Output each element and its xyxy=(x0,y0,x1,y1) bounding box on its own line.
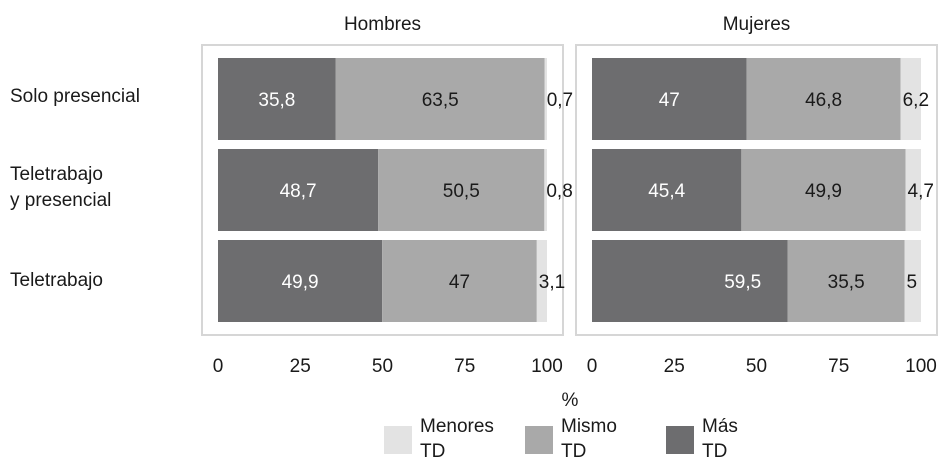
bar-segment xyxy=(218,58,336,140)
data-label: 48,7 xyxy=(280,181,317,202)
data-label: 0,7 xyxy=(547,90,573,111)
bar-segment xyxy=(382,240,537,322)
x-tick-label: 0 xyxy=(587,356,598,377)
bar-segment xyxy=(741,149,906,231)
legend-label: Mismo TD xyxy=(561,416,617,462)
legend-label: Más TD xyxy=(702,416,738,462)
data-label: 45,4 xyxy=(648,181,685,202)
legend-swatch xyxy=(384,426,412,454)
x-tick-label: 100 xyxy=(905,356,937,377)
panel-title: Hombres xyxy=(344,14,421,35)
data-label: 59,5 xyxy=(724,272,761,293)
data-label: 4,7 xyxy=(908,181,934,202)
legend-label: Menores TD xyxy=(420,416,494,462)
bar-segment xyxy=(904,240,921,322)
bar-segment xyxy=(544,58,547,140)
panel-title: Mujeres xyxy=(723,14,791,35)
bar-segment xyxy=(905,149,921,231)
x-tick-label: 50 xyxy=(372,356,393,377)
bar-segment xyxy=(592,149,742,231)
category-label: Solo presencial xyxy=(10,86,140,107)
data-label: 35,8 xyxy=(258,90,295,111)
x-tick-label: 25 xyxy=(290,356,311,377)
x-tick-label: 75 xyxy=(454,356,475,377)
x-axis-label: % xyxy=(562,390,579,411)
bar-segment xyxy=(218,149,379,231)
bar-segment xyxy=(544,149,547,231)
data-label: 5 xyxy=(907,272,918,293)
bar-segment xyxy=(746,58,901,140)
x-tick-label: 0 xyxy=(213,356,224,377)
x-tick-label: 50 xyxy=(746,356,767,377)
bar-segment xyxy=(335,58,545,140)
category-label: Teletrabajo xyxy=(10,270,103,291)
panel-frame xyxy=(201,44,564,336)
data-label: 35,5 xyxy=(828,272,865,293)
data-label: 49,9 xyxy=(282,272,319,293)
data-label: 63,5 xyxy=(422,90,459,111)
x-tick-label: 25 xyxy=(664,356,685,377)
data-label: 46,8 xyxy=(805,90,842,111)
data-label: 3,1 xyxy=(539,272,565,293)
bar-segment xyxy=(536,240,547,322)
bar-segment xyxy=(592,240,788,322)
bar-segment xyxy=(218,240,383,322)
legend-swatch xyxy=(666,426,694,454)
bar-segment xyxy=(787,240,905,322)
data-label: 6,2 xyxy=(903,90,929,111)
legend-swatch xyxy=(525,426,553,454)
panel-frame xyxy=(575,44,938,336)
data-label: 49,9 xyxy=(805,181,842,202)
data-label: 50,5 xyxy=(443,181,480,202)
data-label: 0,8 xyxy=(546,181,572,202)
category-label: Teletrabajo xyxy=(10,164,103,185)
data-label: 47 xyxy=(659,90,680,111)
bar-segment xyxy=(900,58,921,140)
data-label: 47 xyxy=(449,272,470,293)
x-tick-label: 100 xyxy=(531,356,563,377)
x-tick-label: 75 xyxy=(828,356,849,377)
category-label: y presencial xyxy=(10,190,111,211)
bar-segment xyxy=(592,58,747,140)
bar-segment xyxy=(378,149,545,231)
